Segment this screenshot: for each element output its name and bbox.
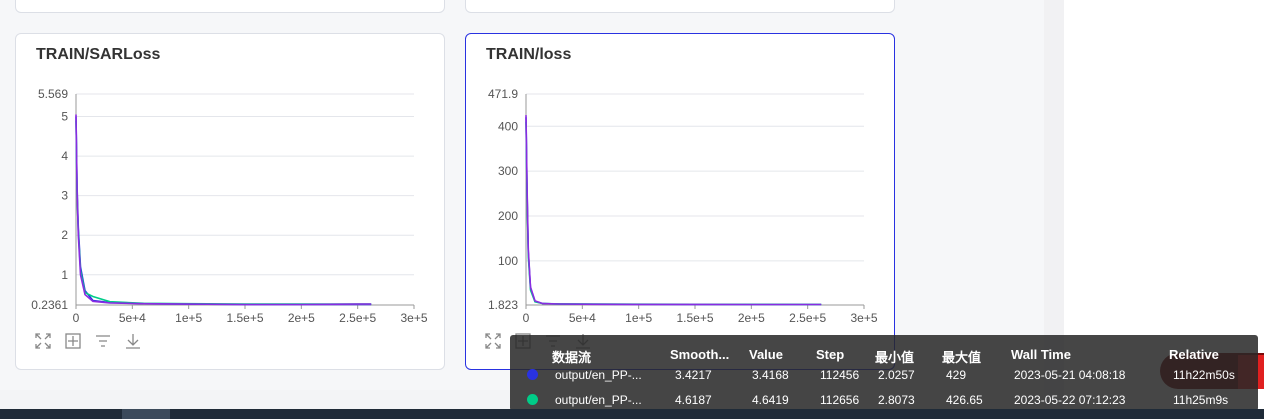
header-step: Step (816, 347, 845, 362)
header-max: 最大值 (942, 350, 982, 365)
row-min: 2.8073 (878, 393, 915, 407)
y-tick-label: 471.9 (488, 87, 518, 101)
row-wall-time: 2023-05-21 04:08:18 (1014, 368, 1126, 382)
chart-toolbar (34, 332, 142, 350)
chart-card-top-left (15, 0, 445, 13)
x-tick-label: 1.5e+5 (226, 311, 263, 325)
series-line (525, 115, 822, 306)
header-wall-time: Wall Time (1011, 347, 1071, 362)
row-max: 429 (946, 368, 967, 382)
y-tick-label: 5 (61, 110, 68, 124)
series-line (525, 117, 822, 306)
data-tooltip: 数据流 Smooth... Value Step 最小值 最大值 Wall Ti… (510, 335, 1258, 411)
row-run: output/en_PP-... (555, 368, 642, 382)
row-relative: 11h22m50s (1173, 368, 1235, 382)
x-tick-label: 3e+5 (850, 311, 877, 325)
y-tick-label: 4 (61, 149, 68, 163)
x-tick-label: 1.5e+5 (676, 311, 713, 325)
y-tick-label: 1.823 (488, 298, 518, 312)
x-tick-label: 2.5e+5 (789, 311, 826, 325)
x-tick-label: 0 (523, 311, 530, 325)
fullscreen-icon[interactable] (34, 332, 52, 350)
filter-icon[interactable] (94, 332, 112, 350)
x-tick-label: 5e+4 (119, 311, 146, 325)
series-color-dot (527, 394, 538, 405)
row-relative: 11h25m9s (1173, 393, 1229, 407)
y-tick-label: 2 (61, 228, 68, 242)
y-tick-label: 1 (61, 268, 68, 282)
y-tick-label: 400 (498, 119, 518, 133)
row-max: 426.65 (946, 393, 983, 407)
series-line (525, 121, 822, 306)
download-icon[interactable] (124, 332, 142, 350)
row-min: 2.0257 (878, 368, 915, 382)
row-step: 112656 (820, 393, 860, 407)
os-taskbar (0, 409, 1264, 419)
row-value: 3.4168 (752, 368, 789, 382)
y-tick-label: 200 (498, 209, 518, 223)
row-value: 4.6419 (752, 393, 789, 407)
fullscreen-icon[interactable] (484, 332, 502, 350)
scroll-gutter (1044, 0, 1064, 419)
x-tick-label: 1e+5 (175, 311, 202, 325)
y-tick-label: 5.569 (38, 87, 68, 101)
fit-screen-icon[interactable] (64, 332, 82, 350)
header-relative: Relative (1169, 347, 1219, 362)
chart-card-sarloss: TRAIN/SARLoss 5.569 5 4 3 2 1 0.2361 0 5e+4 1e+5 1… (15, 33, 445, 370)
header-run: 数据流 (552, 350, 592, 365)
x-tick-label: 2e+5 (738, 311, 765, 325)
series-line (75, 116, 372, 306)
series-color-dot (527, 369, 538, 380)
taskbar-app[interactable] (122, 409, 170, 419)
y-tick-label: 3 (61, 189, 68, 203)
row-step: 112456 (820, 368, 860, 382)
row-smooth: 3.4217 (675, 368, 712, 382)
y-tick-label: 100 (498, 254, 518, 268)
x-tick-label: 5e+4 (569, 311, 596, 325)
row-run: output/en_PP-... (555, 393, 642, 407)
row-wall-time: 2023-05-22 07:12:23 (1014, 393, 1126, 407)
line-chart[interactable]: 5.569 5 4 3 2 1 0.2361 0 5e+4 1e+5 1.5e+5 2e+5 2.5e+… (16, 34, 446, 371)
chart-card-loss: TRAIN/loss 471.9 400 300 200 100 1.823 0 5e+4 1e… (465, 33, 895, 370)
x-tick-label: 2e+5 (288, 311, 315, 325)
series-line (75, 114, 372, 306)
x-tick-label: 3e+5 (400, 311, 427, 325)
header-smooth: Smooth... (670, 347, 730, 362)
x-tick-label: 1e+5 (625, 311, 652, 325)
y-tick-label: 0.2361 (31, 298, 68, 312)
header-min: 最小值 (875, 350, 915, 365)
chart-title: TRAIN/loss (486, 46, 572, 63)
row-smooth: 4.6187 (675, 393, 712, 407)
y-tick-label: 300 (498, 164, 518, 178)
line-chart[interactable]: 471.9 400 300 200 100 1.823 0 5e+4 1e+5 1.5e+5 2e+… (466, 34, 896, 371)
x-tick-label: 0 (73, 311, 80, 325)
chart-title: TRAIN/SARLoss (36, 46, 161, 63)
chart-card-top-right (465, 0, 895, 13)
x-tick-label: 2.5e+5 (339, 311, 376, 325)
series-line (75, 120, 372, 305)
header-value: Value (749, 347, 783, 362)
